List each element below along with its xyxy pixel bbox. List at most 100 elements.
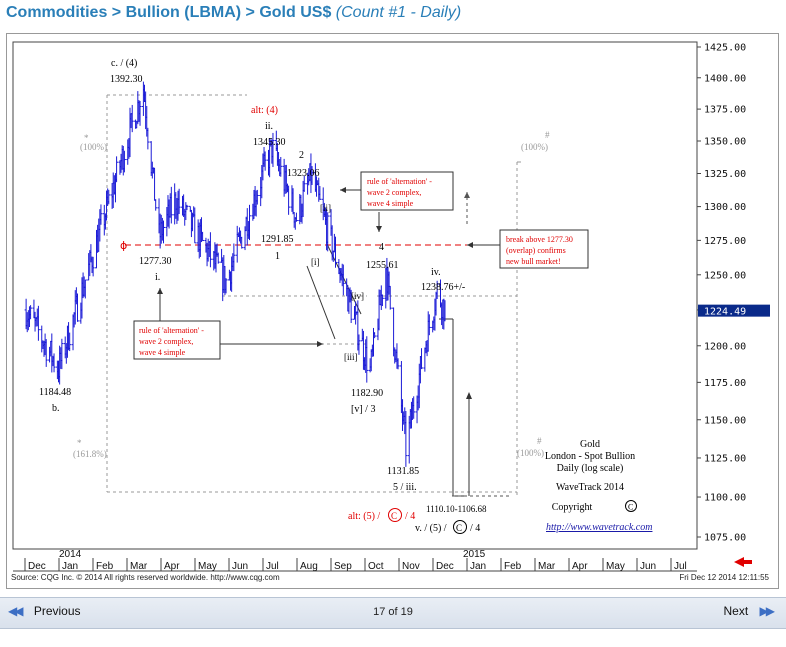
fib-100-left: (100%) (80, 142, 107, 152)
arrow-head-icon (466, 392, 472, 399)
note-left-line2: wave 2 complex, (139, 337, 193, 346)
fib-100-right-bot: (100%) (517, 448, 544, 458)
y-tick-label: 1275.00 (704, 236, 746, 247)
iv-value: 1238.76+/- (421, 282, 465, 293)
y-tick-label: 1075.00 (704, 533, 746, 544)
note-right-line3: new bull market! (506, 257, 561, 266)
x-tick-label: Oct (368, 561, 384, 572)
channel-line (306, 265, 336, 340)
x-tick-label: Feb (504, 561, 522, 572)
x-tick-label: Aug (300, 561, 318, 572)
target-label-b: / 4 (470, 523, 480, 534)
roman-iii: [iii] (344, 352, 358, 362)
x-tick-label: Jul (674, 561, 687, 572)
x-tick-label: May (198, 561, 217, 572)
arrow-head-icon (340, 187, 346, 193)
arrow-head-icon (467, 242, 473, 248)
x-tick-label: May (606, 561, 625, 572)
peak-value: 1392.30 (110, 74, 143, 85)
alt5-circle-icon (388, 508, 402, 522)
next-button[interactable]: Next ▶▶ (723, 604, 776, 618)
y-tick-label: 1350.00 (704, 136, 746, 147)
breadcrumb: Commodities > Bullion (LBMA) > Gold US$ (6, 4, 332, 21)
x-tick-label: Mar (538, 561, 556, 572)
y-axis: 1425.00 1400.00 1375.00 1350.00 1325.00 1300.… (697, 43, 770, 544)
x-tick-label: Jun (640, 561, 656, 572)
wave-2-label: 2 (299, 150, 304, 161)
legend-url-link[interactable]: http://www.wavetrack.com (546, 522, 652, 533)
timestamp-text: Fri Dec 12 2014 12:11:55 (679, 573, 769, 582)
page-counter: 17 of 19 (373, 606, 413, 618)
source-text: Source: CQG Inc. © 2014 All rights reser… (11, 573, 280, 582)
x-tick-label: Nov (402, 561, 420, 572)
fib-161-left-star: * (77, 438, 82, 448)
v3-value: 1182.90 (351, 388, 383, 399)
annotations: c. / (4) 1392.30 1184.48 b. * (100%) * (… (39, 58, 652, 534)
target-range: 1110.10-1106.68 (426, 504, 487, 514)
scroll-left-arrow-icon[interactable] (734, 557, 752, 567)
copyright-icon (625, 500, 637, 512)
low-nov-label: 5 / iii. (393, 482, 417, 493)
legend-line2: London - Spot Bullion (545, 451, 635, 462)
alt5-label: alt: (5) / (348, 511, 380, 522)
target-bracket (452, 319, 466, 497)
note-box-right (499, 229, 589, 269)
year-label: 2014 (59, 549, 82, 560)
y-tick-label: 1125.00 (704, 453, 746, 464)
x-tick-label: Dec (28, 561, 46, 572)
fib-right-bot-hash: # (537, 436, 542, 446)
double-chevron-left-icon: ◀◀ (8, 604, 24, 618)
roman-i: [i] (311, 257, 320, 267)
next-label: Next (723, 604, 749, 618)
y-tick-label: 1150.00 (704, 415, 746, 426)
legend-title: Gold (580, 439, 600, 450)
roman-iv: [iv] (351, 291, 364, 301)
fib-161-left: (161.8%) (73, 449, 107, 459)
x-tick-label: Sep (334, 561, 352, 572)
previous-button[interactable]: ◀◀ Previous (8, 604, 81, 618)
y-tick-label: 1175.00 (704, 378, 746, 389)
target-label-a: v. / (5) / (415, 523, 447, 534)
note-left-line3: wave 4 simple (139, 348, 186, 357)
fib-100-left-star: * (84, 133, 89, 143)
previous-label: Previous (33, 604, 81, 618)
wave-2-value: 1323.06 (287, 168, 320, 179)
chart-frame: 1425.00 1400.00 1375.00 1350.00 1325.00 1300.… (6, 33, 779, 589)
y-tick-label: 1250.00 (704, 270, 746, 281)
note-right-line1: break above 1277.30 (506, 235, 573, 244)
x-axis: Dec Jan Feb Mar Apr May Jun Jul Aug Sep Oct Nov Dec J… (13, 549, 697, 572)
low-nov-value: 1131.85 (387, 466, 419, 477)
low-label-mid: i. (155, 272, 160, 283)
last-price-label: 1224.49 (704, 307, 746, 318)
x-tick-label: Feb (96, 561, 114, 572)
alt5-tail: / 4 (405, 511, 415, 522)
plot-area (12, 41, 698, 550)
y-tick-label: 1325.00 (704, 169, 746, 180)
peak-label: c. / (4) (111, 58, 137, 69)
four-value: 1255.61 (366, 260, 399, 271)
y-tick-label: 1400.00 (704, 73, 746, 84)
iv-label: iv. (431, 267, 441, 278)
low-label-left: b. (52, 403, 60, 414)
legend-line4: WaveTrack 2014 (556, 482, 624, 493)
v3-label: [v] / 3 (351, 404, 375, 415)
arrow-head-icon (376, 226, 382, 232)
target-circle-icon (453, 520, 467, 534)
page-title: Commodities > Bullion (LBMA) > Gold US$ … (6, 4, 461, 22)
fib-100-right-top: (100%) (521, 142, 548, 152)
arrow-head-icon (157, 288, 163, 294)
one-value: 1291.85 (261, 234, 294, 245)
y-tick-label: 1100.00 (704, 493, 746, 504)
note-top-line3: wave 4 simple (367, 199, 414, 208)
x-tick-label: Mar (130, 561, 148, 572)
page-subtitle: (Count #1 - Daily) (335, 4, 462, 21)
note-right-line2: (overlap) confirms (506, 246, 566, 255)
ii-value: 1345.30 (253, 137, 286, 148)
low-value-left: 1184.48 (39, 387, 71, 398)
note-left-line1: rule of 'alternation' - (139, 326, 204, 335)
arrow-head-icon (317, 341, 323, 347)
fib-right-top-hash: # (545, 130, 550, 140)
gold-chart: 1425.00 1400.00 1375.00 1350.00 1325.00 1300.… (11, 41, 770, 582)
y-tick-label: 1375.00 (704, 105, 746, 116)
alt4-label: alt: (4) (251, 105, 278, 116)
